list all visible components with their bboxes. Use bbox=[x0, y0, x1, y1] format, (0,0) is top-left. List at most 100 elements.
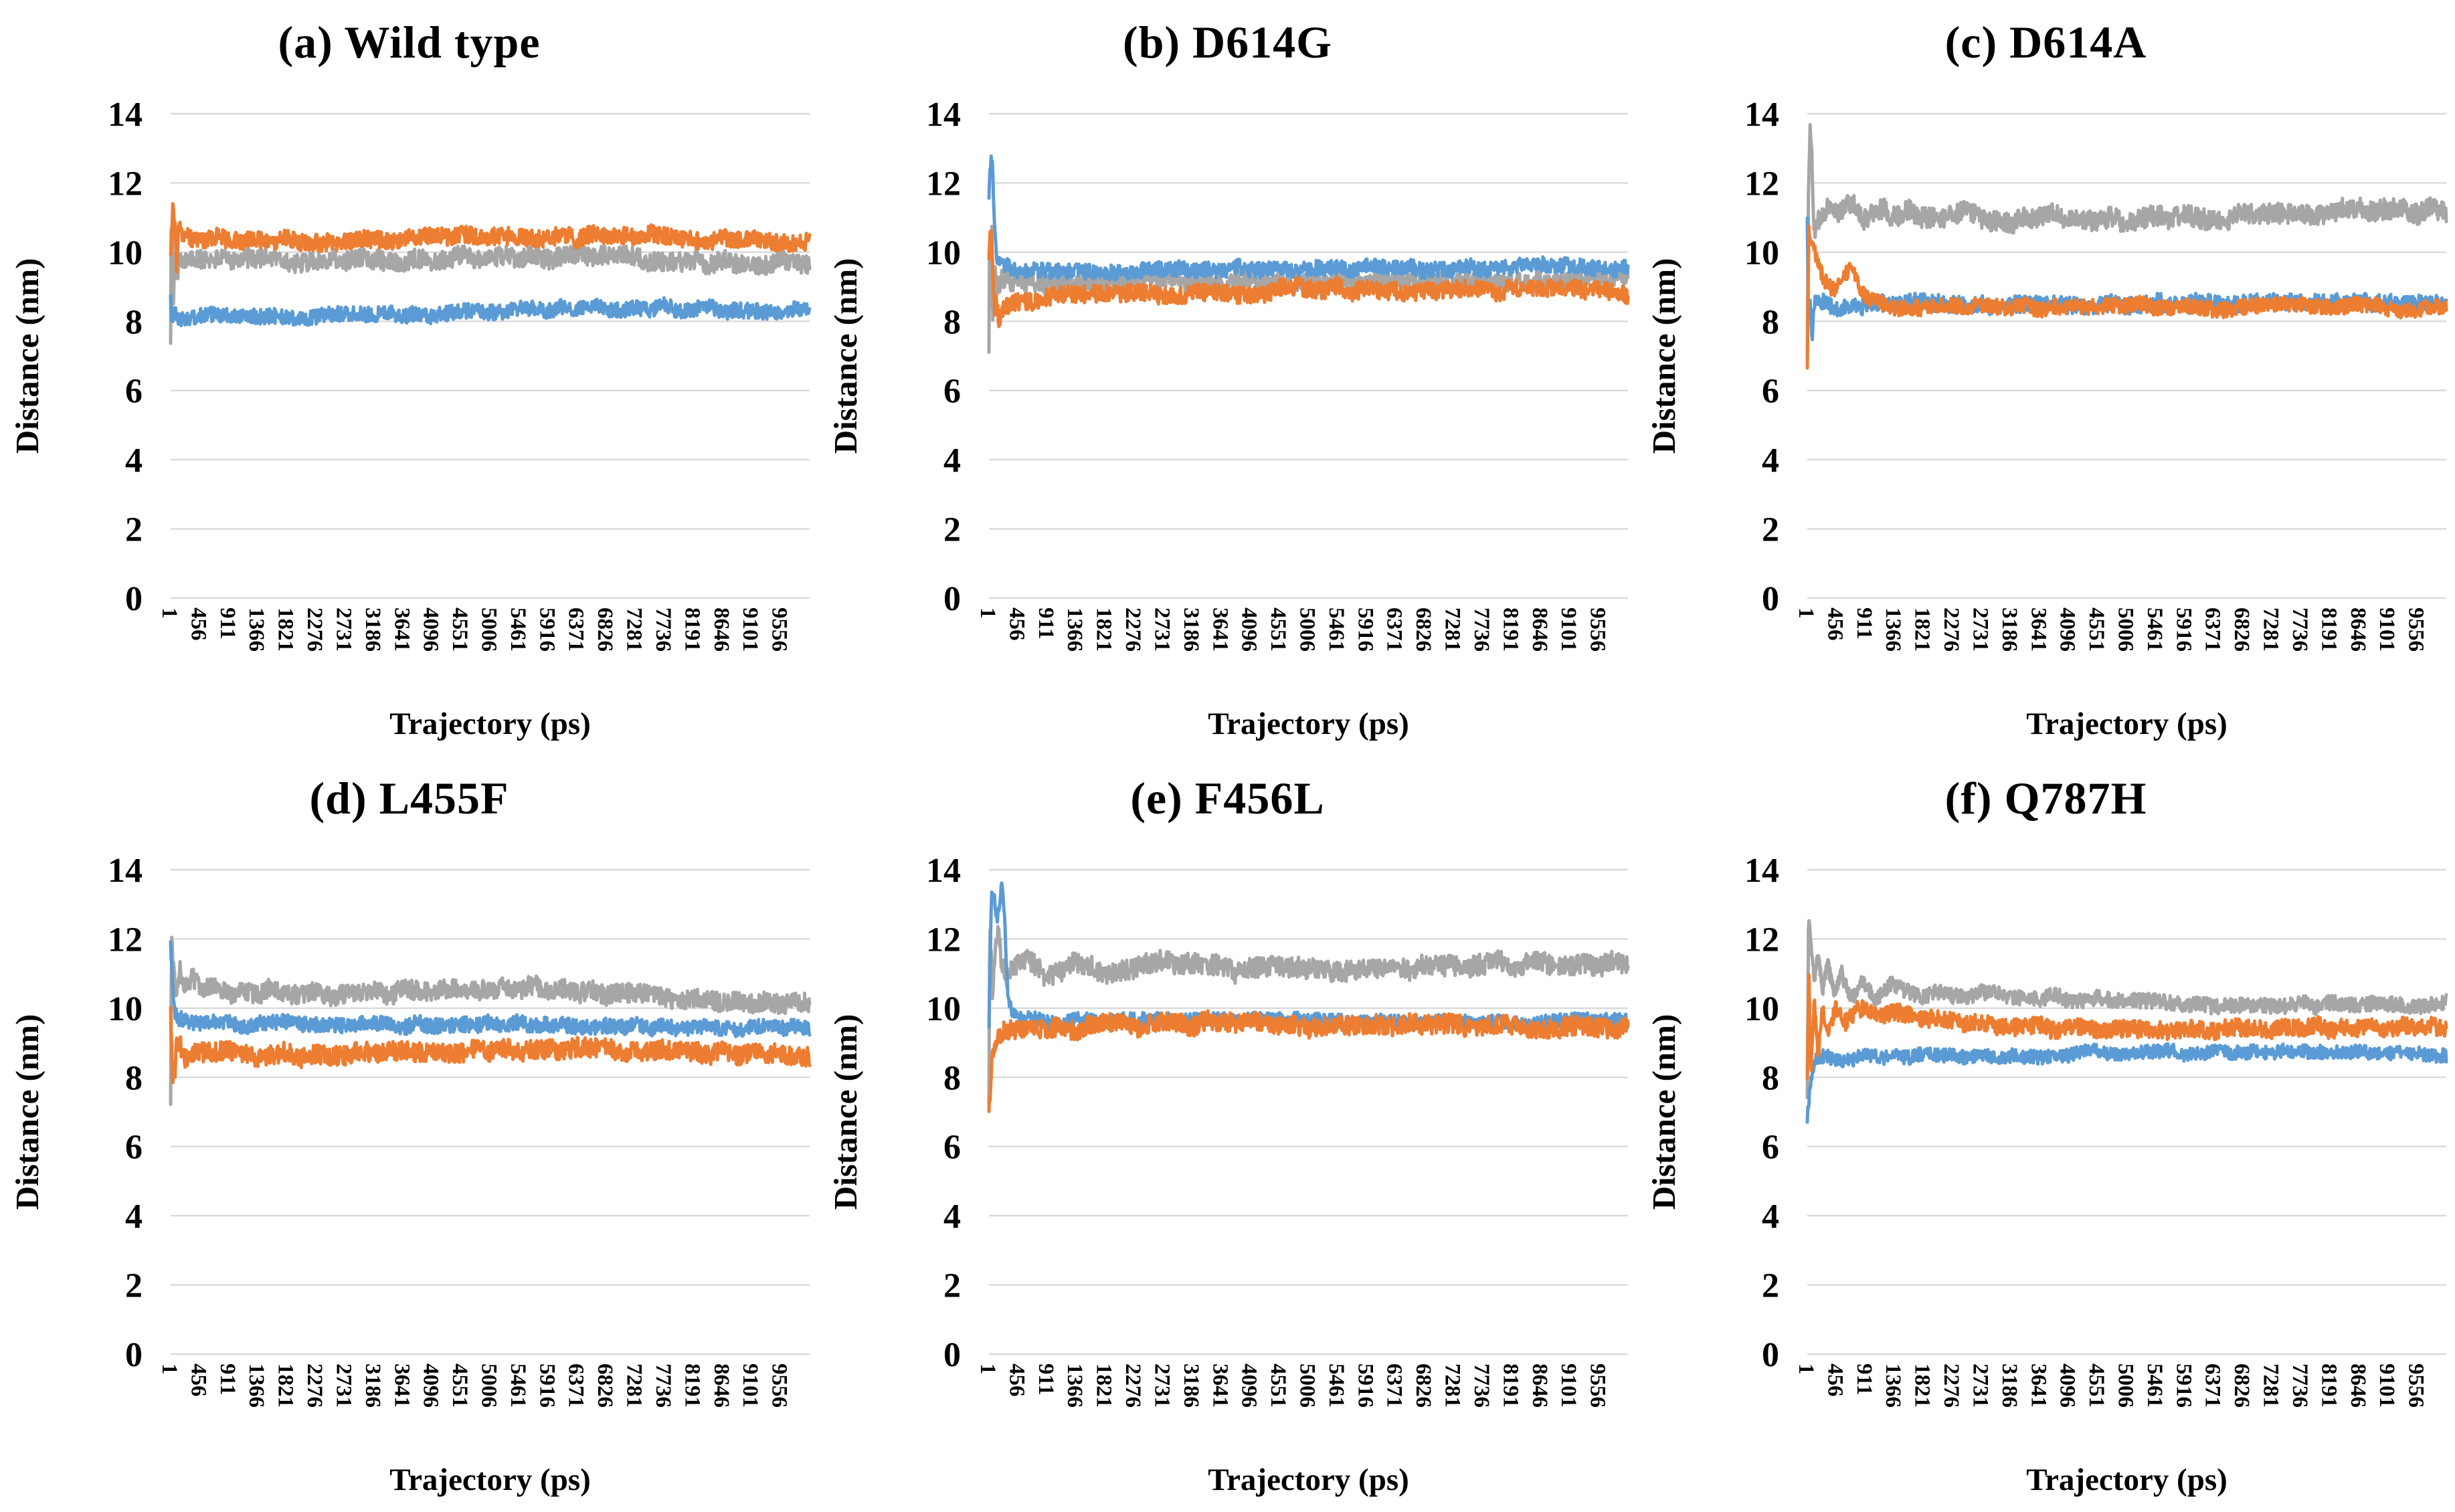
x-tick-label: 2276 bbox=[1939, 1363, 1963, 1408]
x-tick-label: 9101 bbox=[738, 607, 762, 652]
x-tick-label: 2276 bbox=[1121, 607, 1145, 652]
x-tick-label: 1366 bbox=[1881, 607, 1905, 652]
y-tick-label: 10 bbox=[108, 234, 143, 272]
y-tick-label: 8 bbox=[1762, 1059, 1779, 1097]
y-axis-title: Distance (nm) bbox=[827, 258, 864, 454]
y-tick-label: 4 bbox=[943, 442, 961, 480]
x-tick-label: 8646 bbox=[1528, 1363, 1552, 1408]
y-tick-label: 12 bbox=[1744, 165, 1779, 203]
y-tick-label: 2 bbox=[943, 511, 961, 549]
y-tick-label: 10 bbox=[926, 234, 961, 272]
x-tick-label: 9101 bbox=[1556, 1363, 1580, 1408]
x-tick-label: 2276 bbox=[302, 1363, 327, 1408]
x-tick-label: 911 bbox=[215, 607, 240, 640]
x-tick-label: 9556 bbox=[1586, 1363, 1610, 1408]
series-line-gray bbox=[169, 226, 812, 345]
x-tick-label: 7281 bbox=[2259, 1363, 2283, 1408]
x-tick-label: 1821 bbox=[1910, 607, 1934, 652]
y-tick-label: 12 bbox=[1744, 921, 1779, 959]
y-tick-label: 12 bbox=[926, 165, 961, 203]
y-axis-title: Distance (nm) bbox=[9, 1014, 46, 1210]
y-tick-label: 6 bbox=[943, 373, 961, 411]
y-tick-label: 10 bbox=[108, 990, 143, 1028]
series-line-blue bbox=[169, 940, 812, 1038]
x-tick-label: 9556 bbox=[767, 607, 792, 652]
x-tick-label: 1 bbox=[1794, 607, 1818, 619]
series-line-gray bbox=[1805, 919, 2448, 1100]
x-tick-label: 2731 bbox=[1150, 607, 1174, 652]
x-tick-label: 7281 bbox=[622, 607, 646, 652]
x-tick-label: 4096 bbox=[2056, 1363, 2080, 1408]
x-tick-label: 3186 bbox=[361, 607, 385, 652]
y-tick-label: 4 bbox=[943, 1198, 961, 1236]
series-line-gray bbox=[987, 925, 1630, 1107]
x-tick-label: 3186 bbox=[361, 1363, 385, 1408]
x-tick-label: 4551 bbox=[2084, 1363, 2108, 1408]
x-tick-label: 5006 bbox=[477, 1363, 501, 1408]
y-tick-label: 14 bbox=[108, 852, 143, 890]
x-axis-title: Trajectory (ps) bbox=[2026, 1462, 2227, 1497]
x-tick-label: 9556 bbox=[1586, 607, 1610, 652]
x-tick-label: 8191 bbox=[1498, 1363, 1522, 1408]
x-tick-label: 1821 bbox=[1092, 1363, 1116, 1408]
y-tick-label: 14 bbox=[108, 96, 143, 134]
x-tick-label: 911 bbox=[1852, 607, 1876, 640]
x-tick-label: 7736 bbox=[1469, 607, 1493, 652]
series-line-orange bbox=[987, 1009, 1630, 1113]
x-tick-label: 8191 bbox=[680, 1363, 704, 1408]
x-tick-label: 5916 bbox=[1353, 1363, 1377, 1408]
y-tick-label: 2 bbox=[1762, 511, 1779, 549]
x-tick-label: 6826 bbox=[1411, 1363, 1435, 1408]
x-tick-label: 4551 bbox=[448, 607, 472, 652]
x-tick-label: 1 bbox=[157, 1363, 181, 1375]
x-tick-label: 1366 bbox=[1063, 607, 1087, 652]
x-tick-label: 4551 bbox=[448, 1363, 472, 1408]
x-tick-label: 3641 bbox=[1208, 607, 1232, 652]
x-tick-label: 9556 bbox=[2404, 1363, 2428, 1408]
x-tick-label: 8646 bbox=[709, 1363, 733, 1408]
chart-panel-d614a: (c) D614A 0 2 4 6 8 10 12 14 Distance (nm) 1 456 91… bbox=[1637, 0, 2455, 756]
y-axis-title: Distance (nm) bbox=[1645, 1014, 1682, 1210]
y-tick-label: 8 bbox=[943, 303, 961, 341]
y-tick-label: 12 bbox=[108, 165, 143, 203]
x-tick-label: 8191 bbox=[680, 607, 704, 652]
x-tick-label: 1 bbox=[976, 1363, 1000, 1375]
y-tick-label: 10 bbox=[1744, 990, 1779, 1028]
x-tick-label: 3641 bbox=[389, 1363, 414, 1408]
y-tick-label: 14 bbox=[926, 96, 961, 134]
y-tick-label: 10 bbox=[926, 990, 961, 1028]
x-tick-label: 9101 bbox=[2375, 607, 2399, 652]
chart-panel-l455f: (d) L455F 0 2 4 6 8 10 12 14 Distance (nm) 1 456 91… bbox=[0, 756, 818, 1512]
x-tick-label: 6826 bbox=[2230, 607, 2254, 652]
x-tick-label: 5006 bbox=[477, 607, 501, 652]
x-tick-label: 8646 bbox=[2346, 607, 2370, 652]
x-tick-label: 4096 bbox=[419, 607, 443, 652]
x-tick-label: 6826 bbox=[2230, 1363, 2254, 1408]
x-tick-label: 5461 bbox=[2143, 1363, 2167, 1408]
y-tick-label: 4 bbox=[125, 442, 143, 480]
y-tick-label: 12 bbox=[108, 921, 143, 959]
x-tick-label: 3641 bbox=[389, 607, 414, 652]
x-tick-label: 8646 bbox=[1528, 607, 1552, 652]
y-tick-label: 14 bbox=[926, 852, 961, 890]
x-tick-label: 9556 bbox=[2404, 607, 2428, 652]
x-tick-label: 3186 bbox=[1179, 1363, 1203, 1408]
chart-title-wild-type: (a) Wild type bbox=[278, 17, 541, 68]
y-tick-label: 8 bbox=[125, 303, 143, 341]
y-tick-label: 10 bbox=[1744, 234, 1779, 272]
series-line-gray bbox=[169, 935, 812, 1107]
series-line-gray bbox=[1805, 122, 2448, 363]
x-tick-label: 9101 bbox=[1556, 607, 1580, 652]
y-tick-label: 6 bbox=[125, 373, 143, 411]
series-line-blue bbox=[169, 294, 812, 328]
x-tick-label: 456 bbox=[1823, 1363, 1847, 1397]
x-tick-label: 6371 bbox=[564, 1363, 588, 1408]
x-tick-label: 4096 bbox=[419, 1363, 443, 1408]
x-tick-label: 6826 bbox=[593, 607, 617, 652]
chart-panel-f456l: (e) F456L 0 2 4 6 8 10 12 14 Distance (nm) 1 456 91… bbox=[818, 756, 1637, 1512]
y-tick-label: 14 bbox=[1744, 852, 1779, 890]
